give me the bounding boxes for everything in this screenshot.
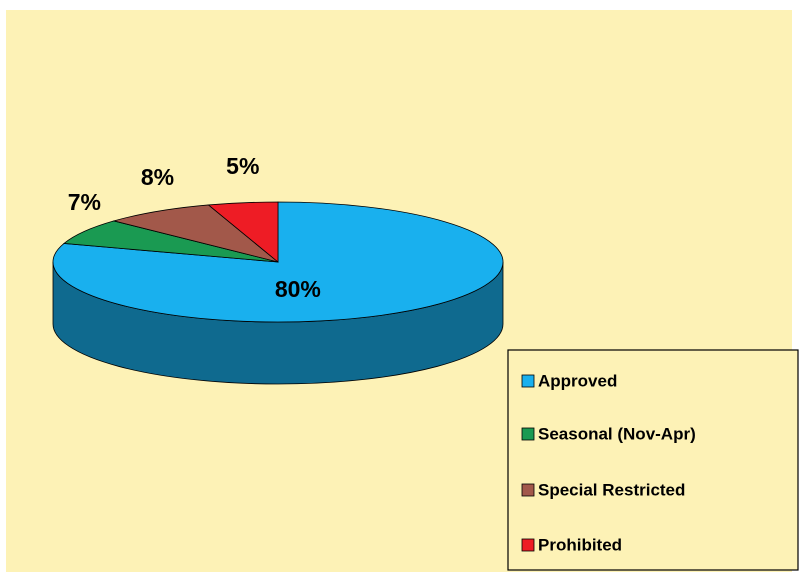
legend-swatch <box>521 483 535 497</box>
legend-label: Special Restricted <box>538 480 685 499</box>
value-label: 5% <box>226 153 259 179</box>
pie-slice <box>112 204 279 263</box>
legend-swatch <box>521 374 535 388</box>
value-label: 80% <box>275 276 321 302</box>
value-label: 8% <box>141 164 174 190</box>
legend-swatch <box>521 538 535 552</box>
legend-label: Seasonal (Nov-Apr) <box>538 424 696 443</box>
value-label: 7% <box>68 189 101 215</box>
legend-swatch <box>521 427 535 441</box>
legend-box <box>507 349 799 571</box>
pie-slice <box>207 201 279 263</box>
legend-label: Approved <box>538 371 617 390</box>
legend-label: Prohibited <box>538 535 622 554</box>
